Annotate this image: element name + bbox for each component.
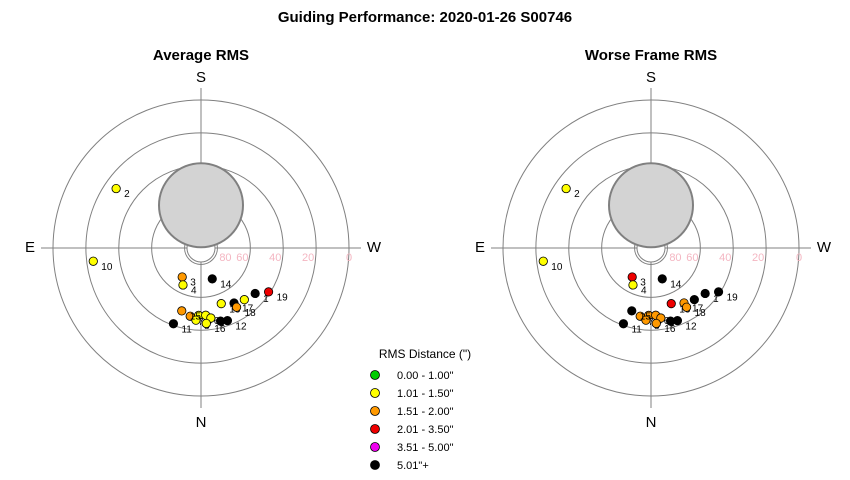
data-point <box>216 299 226 309</box>
point-label: 7 <box>198 317 204 328</box>
point-label: 11 <box>181 324 192 335</box>
point-label: 14 <box>670 280 682 291</box>
panel-title: Average RMS <box>153 47 249 64</box>
direction-south: S <box>196 69 206 86</box>
data-point <box>628 280 638 290</box>
point-label: 4 <box>641 286 647 297</box>
data-point <box>177 272 187 282</box>
legend-label: 1.51 - 2.00" <box>397 406 454 418</box>
point-label: 16 <box>214 324 226 335</box>
direction-west: W <box>367 239 382 256</box>
main-title: Guiding Performance: 2020-01-26 S00746 <box>277 9 573 26</box>
point-label: 2 <box>124 189 130 200</box>
data-point <box>538 256 548 266</box>
average-rms-panel: Average RMSSNEW8060402002345678910111213… <box>25 47 382 431</box>
point-label: 4 <box>191 286 197 297</box>
altitude-tick-label: 20 <box>752 252 764 264</box>
moon-disk <box>158 162 244 249</box>
point-label: 3 <box>190 278 196 289</box>
legend-marker <box>370 406 380 416</box>
point-label: 18 <box>695 308 707 319</box>
legend: RMS Distance (") 0.00 - 1.00" 1.01 - 1.50"… <box>370 347 471 472</box>
direction-east: E <box>475 239 485 256</box>
point-label: 15 <box>190 312 202 323</box>
point-label: 3 <box>640 278 646 289</box>
point-label: 16 <box>664 324 676 335</box>
point-label: 19 <box>277 293 289 304</box>
direction-east: E <box>25 239 35 256</box>
point-label: 17 <box>242 304 254 315</box>
data-point <box>666 299 676 309</box>
legend-label: 5.01"+ <box>397 460 429 472</box>
point-label: 19 <box>727 293 739 304</box>
legend-label: 3.51 - 5.00" <box>397 442 454 454</box>
point-label: 11 <box>631 324 642 335</box>
altitude-tick-label: 60 <box>686 252 698 264</box>
altitude-tick-label: 0 <box>796 252 802 264</box>
data-point <box>201 318 211 329</box>
legend-label: 1.01 - 1.50" <box>397 388 454 400</box>
data-point <box>177 306 187 316</box>
direction-north: N <box>646 414 657 431</box>
data-point <box>561 183 571 194</box>
data-point <box>178 280 188 290</box>
data-point <box>250 288 260 299</box>
legend-marker <box>370 460 380 470</box>
point-label: 14 <box>220 280 232 291</box>
data-point <box>263 287 274 297</box>
data-point <box>191 315 201 325</box>
data-point <box>657 274 667 284</box>
direction-north: N <box>196 414 207 431</box>
data-point <box>239 295 249 305</box>
point-label: 10 <box>101 262 113 273</box>
legend-marker <box>370 370 380 380</box>
data-point <box>641 315 651 325</box>
point-label: 1 <box>263 294 269 305</box>
data-point <box>681 302 692 312</box>
direction-west: W <box>817 239 832 256</box>
data-point <box>713 287 724 297</box>
data-point <box>665 316 676 326</box>
point-label: 12 <box>685 321 697 332</box>
worse-frame-rms-panel: Worse Frame RMSSNEW806040200234567891011… <box>475 47 832 431</box>
altitude-tick-label: 20 <box>302 252 314 264</box>
moon-disk <box>608 162 694 249</box>
legend-marker <box>370 388 380 398</box>
altitude-tick-label: 80 <box>219 252 231 264</box>
data-point <box>651 318 661 329</box>
point-label: 7 <box>648 317 654 328</box>
data-point <box>231 302 242 312</box>
altitude-tick-label: 40 <box>719 252 731 264</box>
data-point <box>215 316 226 326</box>
panel-title: Worse Frame RMS <box>585 47 717 64</box>
point-label: 1 <box>713 294 719 305</box>
point-label: 18 <box>245 308 257 319</box>
data-point <box>627 272 637 282</box>
legend-marker <box>370 442 380 452</box>
altitude-tick-label: 0 <box>346 252 352 264</box>
data-point <box>627 306 637 316</box>
legend-label: 2.01 - 3.50" <box>397 424 454 436</box>
legend-marker <box>370 424 380 434</box>
altitude-tick-label: 80 <box>669 252 681 264</box>
legend-label: 0.00 - 1.00" <box>397 370 454 382</box>
data-point <box>207 274 217 284</box>
altitude-tick-label: 40 <box>269 252 281 264</box>
data-point <box>689 295 699 305</box>
point-label: 2 <box>574 189 580 200</box>
point-label: 15 <box>640 312 652 323</box>
data-point <box>88 256 98 266</box>
point-label: 10 <box>551 262 563 273</box>
legend-title: RMS Distance (") <box>379 347 471 361</box>
direction-south: S <box>646 69 656 86</box>
data-point <box>700 288 710 299</box>
point-label: 12 <box>235 321 247 332</box>
point-label: 17 <box>692 304 704 315</box>
altitude-tick-label: 60 <box>236 252 248 264</box>
data-point <box>111 183 121 194</box>
data-point <box>618 319 629 329</box>
data-point <box>168 319 179 329</box>
